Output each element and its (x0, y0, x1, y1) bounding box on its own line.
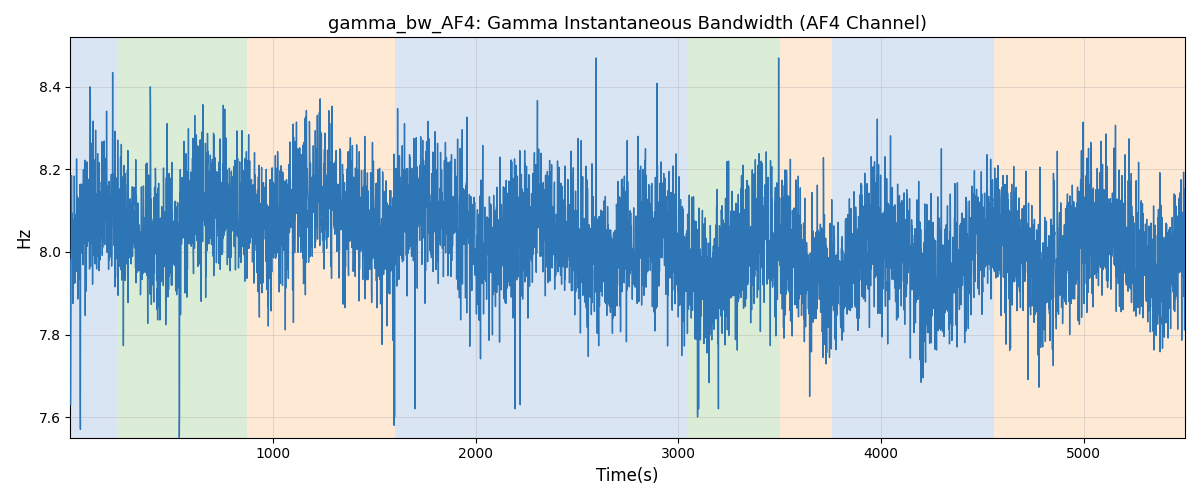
Title: gamma_bw_AF4: Gamma Instantaneous Bandwidth (AF4 Channel): gamma_bw_AF4: Gamma Instantaneous Bandwi… (328, 15, 928, 34)
X-axis label: Time(s): Time(s) (596, 467, 659, 485)
Bar (666, 38, 689, 438)
Bar (116, 38, 247, 438)
Bar (247, 38, 395, 438)
Y-axis label: Hz: Hz (16, 227, 34, 248)
Bar (995, 38, 1186, 438)
Bar (780, 38, 833, 438)
Bar (395, 38, 666, 438)
Bar (689, 38, 780, 438)
Bar (71, 38, 116, 438)
Bar (833, 38, 995, 438)
